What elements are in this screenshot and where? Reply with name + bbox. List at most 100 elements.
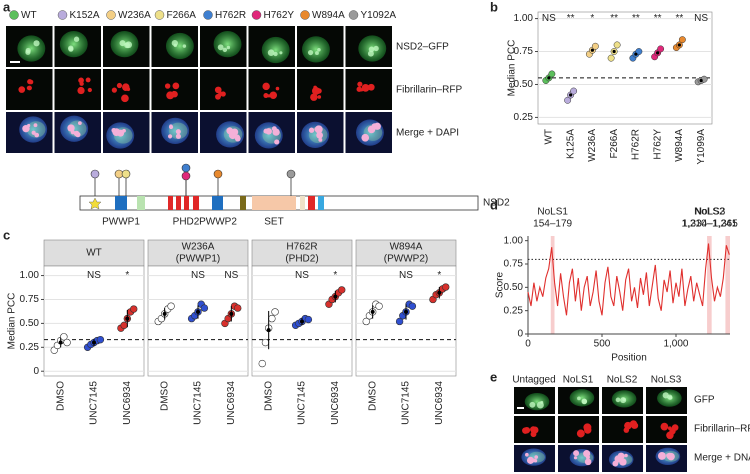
domain-label: PHD2 [173,217,200,228]
point [261,338,270,347]
micrograph [151,112,198,153]
region-name: NoLS1 [537,207,568,218]
point [395,317,404,326]
image-content [660,422,679,440]
y-tick-label: 1.00 [504,235,524,246]
legend-label: H762R [215,10,246,21]
image-content [608,450,634,469]
facet-title: H762R [286,242,317,253]
nucleolus [22,124,30,133]
nucleolus [316,131,323,139]
domain-block [252,196,296,210]
x-tick-label: DMSO [367,381,378,411]
lollipop-head [121,169,131,179]
image-content [356,81,375,92]
legend-swatch [348,10,359,20]
nucleolus [78,77,84,84]
median [699,78,703,83]
score-line [527,243,730,316]
image-bg [200,69,247,110]
median [590,48,594,52]
nucleolus [73,130,80,137]
speckle [615,397,621,403]
nucleus [17,35,46,62]
nucleolus [269,91,278,99]
significance: NS [87,270,101,281]
speckle [68,45,74,51]
panel-label: a [3,0,11,14]
significance: NS [191,270,205,281]
facet-title: (PHD2) [285,254,318,265]
point [442,283,450,291]
nucleolus [168,124,174,130]
speckle [25,49,31,55]
micrograph [602,416,643,443]
nucleus [302,36,330,63]
micrograph [200,112,247,153]
point [408,302,417,310]
nucleolus [274,139,280,145]
x-tick-label: UNC6934 [122,381,133,425]
nucleolus [310,93,318,101]
image-content [254,122,283,149]
nucleolus [34,132,40,138]
micrograph [646,387,687,414]
mean [333,294,338,299]
y-tick-label: 0 [517,329,523,340]
nucleolus [361,133,370,142]
nucleolus [576,429,585,438]
region [550,236,555,334]
image-content [165,32,194,60]
nucleolus [77,86,85,95]
column-header: NoLS3 [651,375,682,386]
image-content [110,31,139,58]
nucleolus [262,82,270,91]
x-tick-label: 500 [594,339,611,350]
speckle [581,398,588,405]
significance: ** [567,13,575,24]
y-tick-label: 1.00 [20,270,40,281]
legend-label: W894A [312,10,345,21]
nucleolus [657,452,666,460]
domain-block [212,196,223,210]
nucleolus [175,133,181,139]
significance: * [437,270,441,281]
row-label: Merge + DNA [694,453,750,464]
nucleus [59,30,88,58]
region-range: 154–179 [533,219,572,230]
micrograph [103,26,150,67]
image-content [356,119,384,146]
median [677,43,681,47]
nucleolus [523,426,531,434]
speckle [373,45,379,52]
point [167,302,175,310]
micrograph [6,112,53,153]
x-tick-label: DMSO [263,381,274,411]
nucleolus [530,431,537,438]
speckle [173,43,178,48]
micrograph [514,387,555,414]
nucleolus [311,86,320,95]
micrograph [54,69,101,110]
speckle [226,45,231,50]
point [678,36,686,44]
nucleolus [573,456,578,460]
x-tick-label: H762R [631,129,642,160]
speckle [307,49,314,56]
micrograph [103,112,150,153]
significance: ** [632,13,640,24]
nucleolus [172,82,180,90]
micrograph [6,69,53,110]
legend-label: H762Y [264,10,295,21]
nucleolus [660,422,669,431]
mean [300,319,304,324]
row-label: Fibrillarin–RFP [694,424,750,435]
speckle [33,40,40,47]
point [635,48,643,55]
legend-label: Y1092A [361,10,397,21]
point [120,321,128,330]
y-tick-label: 1.00 [514,13,534,24]
facet-strip [355,239,457,267]
speckle [540,400,544,404]
